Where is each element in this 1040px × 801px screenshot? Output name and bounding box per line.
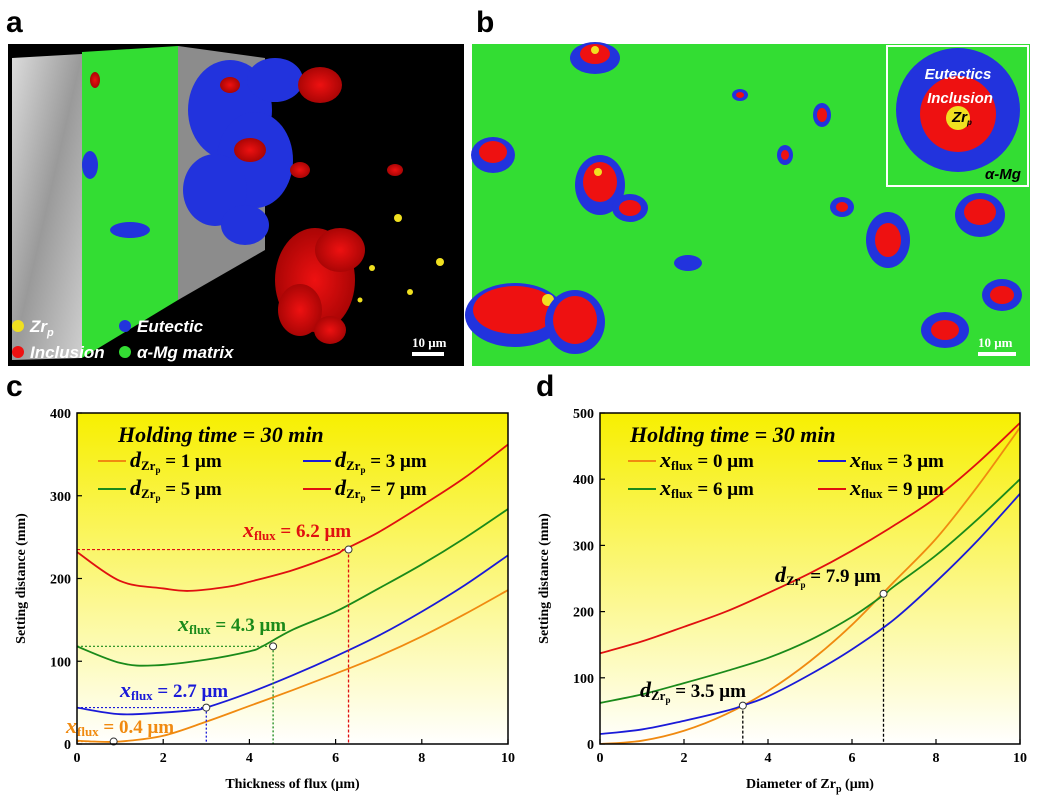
matrix-face [82,46,178,358]
inset-eutectics-label: Eutectics [925,66,992,83]
x-tick-label-5: 10 [1013,751,1027,766]
plot-area [600,413,1020,744]
x-tick-label-0: 0 [74,751,81,766]
x-tick-label-0: 0 [597,751,604,766]
plot-area [77,413,508,744]
legend-eutectic-dot [119,320,131,332]
panel-b-scale-bar [978,352,1016,356]
eutectic-clusters [82,58,303,245]
y-axis-label: Setting distance (mm) [537,513,552,644]
annotation-label-3: xflux = 0.4 μm [65,713,174,739]
legend-matrix-label: α-Mg matrix [137,343,235,362]
y-tick-label-1: 100 [573,672,594,687]
annotation-marker-1 [269,642,278,651]
annotation-marker-1 [738,701,747,710]
legend-inclusion-dot [12,346,24,358]
panel-label-a: a [6,6,23,39]
inset-zr-core [946,106,970,130]
plot-frame [599,412,1021,745]
y-tick-label-3: 300 [50,490,71,505]
inset-zr-label: Zrp [951,109,972,127]
y-tick-label-2: 200 [50,573,71,588]
legend-inclusion-label: Inclusion [30,343,105,362]
annotation-label-1: xflux = 4.3 μm [177,611,286,637]
panel-b-image: Eutectics Inclusion Zrp α-Mg 10 μm [465,42,1030,366]
y-tick-label-1: 100 [50,655,71,670]
series-line-2 [600,478,1020,704]
x-tick-label-3: 6 [849,751,856,766]
x-axis-label: Diameter of Zrp (μm) [746,777,874,795]
panel-b-scale-label: 10 μm [978,335,1013,350]
x-tick-label-4: 8 [933,751,940,766]
annotation-label-0: dZrp = 7.9 μm [775,562,881,590]
legend-label-2: dZrp = 5 μm [130,475,222,503]
series-line-3 [600,422,1020,655]
x-tick-label-4: 8 [418,751,425,766]
legend-label-3: xflux = 9 μm [849,475,944,501]
legend-matrix-dot [119,346,131,358]
panel-label-c: c [6,370,23,403]
legend-label-0: xflux = 0 μm [659,447,754,473]
chart-title: Holding time = 30 min [117,422,324,447]
annotation-marker-2 [202,703,211,712]
chart-title: Holding time = 30 min [629,422,836,447]
legend-label-1: dZrp = 3 μm [335,447,427,475]
panel-label-d: d [536,370,554,403]
annotation-marker-0 [344,545,353,554]
y-tick-label-4: 400 [50,407,71,422]
x-tick-label-3: 6 [332,751,339,766]
y-tick-label-0: 0 [64,738,71,753]
legend-label-1: xflux = 3 μm [849,447,944,473]
legend-zr-dot [12,320,24,332]
panel-b-clusters [465,42,1022,354]
x-tick-label-5: 10 [501,751,515,766]
plot-frame [76,412,509,745]
panel-a-image: Zrp Eutectic Inclusion α-Mg matrix 10 μm [8,44,464,366]
series-line-0 [600,427,1020,744]
x-tick-label-2: 4 [246,751,253,766]
zr-particles [357,214,444,303]
y-tick-label-2: 200 [573,606,594,621]
y-tick-label-0: 0 [587,738,594,753]
annotation-marker-0 [879,589,888,598]
x-tick-label-1: 2 [681,751,688,766]
y-axis-label: Setting distance (mm) [14,513,29,644]
legend-label-0: dZrp = 1 μm [130,447,222,475]
annotation-label-0: xflux = 6.2 μm [242,517,351,543]
series-line-1 [77,554,508,716]
panel-a-scale-label: 10 μm [412,335,447,350]
panel-a-scale-bar [412,352,444,356]
legend-label-2: xflux = 6 μm [659,475,754,501]
inset-matrix-label: α-Mg [985,166,1021,183]
series-line-2 [77,508,508,667]
annotation-label-2: xflux = 2.7 μm [119,677,228,703]
x-tick-label-2: 4 [765,751,772,766]
y-tick-label-5: 500 [573,407,594,422]
x-axis-label: Thickness of flux (μm) [225,777,360,792]
y-tick-label-4: 400 [573,473,594,488]
legend-eutectic-label: Eutectic [137,317,204,336]
series-line-1 [600,493,1020,735]
cube-front-face [12,54,82,360]
panel-label-b: b [476,6,494,39]
x-tick-label-1: 2 [160,751,167,766]
inclusion-clusters [90,67,403,344]
inset-inclusion-label: Inclusion [927,90,993,107]
legend-label-3: dZrp = 7 μm [335,475,427,503]
legend-zr-label: Zrp [29,317,54,339]
annotation-label-1: dZrp = 3.5 μm [640,677,746,705]
series-line-3 [77,443,508,592]
y-tick-label-3: 300 [573,539,594,554]
